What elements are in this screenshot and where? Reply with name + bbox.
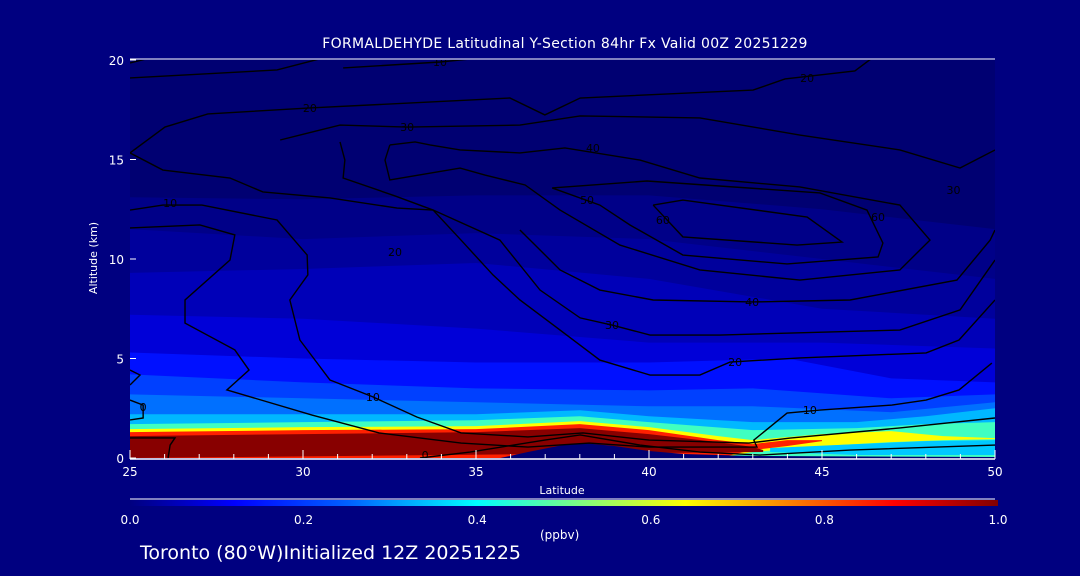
contour-labels: 10 10 20 30 40 20 50 60 60 30 40 30 20 20 10 10 0 0 xyxy=(140,56,961,462)
y-tick-label: 20 xyxy=(109,54,124,68)
y-tick-label: 5 xyxy=(116,353,124,367)
x-tick-label: 50 xyxy=(987,465,1002,479)
y-tick-label: 0 xyxy=(116,452,124,466)
contour-label: 10 xyxy=(163,197,177,210)
y-tick-label: 15 xyxy=(109,154,124,168)
contour-line-20 xyxy=(130,152,995,376)
contour-label: 30 xyxy=(605,319,619,332)
contour-label: 30 xyxy=(946,184,960,197)
contour-label: 20 xyxy=(388,246,402,259)
axes: 25 30 35 40 45 50 0 5 10 15 20 Latitude Altitude (km… xyxy=(87,54,1003,497)
contour-lines xyxy=(130,60,995,458)
y-axis-label: Altitude (km) xyxy=(87,222,100,294)
x-tick-label: 30 xyxy=(295,465,310,479)
x-axis-label: Latitude xyxy=(539,484,585,497)
contour-line-40 xyxy=(384,141,931,281)
contour-line-40 xyxy=(519,229,995,303)
contour-label: 30 xyxy=(400,121,414,134)
colorbar-gradient xyxy=(130,500,998,506)
contour-label: 10 xyxy=(366,391,380,404)
contour-line-60 xyxy=(652,199,845,246)
contour-line-20 xyxy=(130,60,871,154)
contour-line-30 xyxy=(339,141,995,336)
x-tick-label: 45 xyxy=(814,465,829,479)
contour-label: 20 xyxy=(303,102,317,115)
colorbar-tick-label: 1.0 xyxy=(988,513,1007,527)
contour-label: 10 xyxy=(803,404,817,417)
contour-line-10 xyxy=(343,60,468,69)
contour-line-0 xyxy=(130,369,142,386)
colorbar-unit: (ppbv) xyxy=(540,528,580,542)
contour-label: 60 xyxy=(656,214,670,227)
footer-init-text: Toronto (80°W)Initialized 12Z 20251225 xyxy=(140,542,522,564)
contour-label: 0 xyxy=(140,401,147,414)
y-tick-label: 10 xyxy=(109,253,124,267)
colorbar-tick-label: 0.6 xyxy=(641,513,660,527)
contour-line-0 xyxy=(130,437,177,458)
x-tick-label: 40 xyxy=(641,465,656,479)
colorbar-tick-label: 0.4 xyxy=(468,513,487,527)
chart-title: FORMALDEHYDE Latitudinal Y-Section 84hr … xyxy=(322,36,808,52)
contour-label: 50 xyxy=(580,194,594,207)
contour-label: 40 xyxy=(745,296,759,309)
contour-line-10 xyxy=(130,60,319,79)
colorbar-tick-label: 0.0 xyxy=(120,513,139,527)
x-tick-label: 25 xyxy=(122,465,137,479)
contour-line-0 xyxy=(419,434,995,458)
x-tick-label: 35 xyxy=(468,465,483,479)
concentration-band-0 xyxy=(500,443,995,458)
contour-line-10 xyxy=(130,224,993,448)
contour-line-0 xyxy=(130,399,144,421)
contour-line-30 xyxy=(279,115,995,169)
colorbar: 0.0 0.2 0.4 0.6 0.8 1.0 xyxy=(120,498,1008,527)
contour-label: 10 xyxy=(433,56,447,69)
colorbar-tick-label: 0.8 xyxy=(815,513,834,527)
contour-line-0 xyxy=(130,60,145,64)
contour-label: 0 xyxy=(422,449,429,462)
colorbar-tick-label: 0.2 xyxy=(294,513,313,527)
contour-label: 40 xyxy=(586,142,600,155)
contour-label: 20 xyxy=(800,72,814,85)
contour-label: 20 xyxy=(728,356,742,369)
contour-line-10 xyxy=(130,204,995,444)
contour-line-50 xyxy=(551,180,884,265)
contour-label: 60 xyxy=(871,211,885,224)
